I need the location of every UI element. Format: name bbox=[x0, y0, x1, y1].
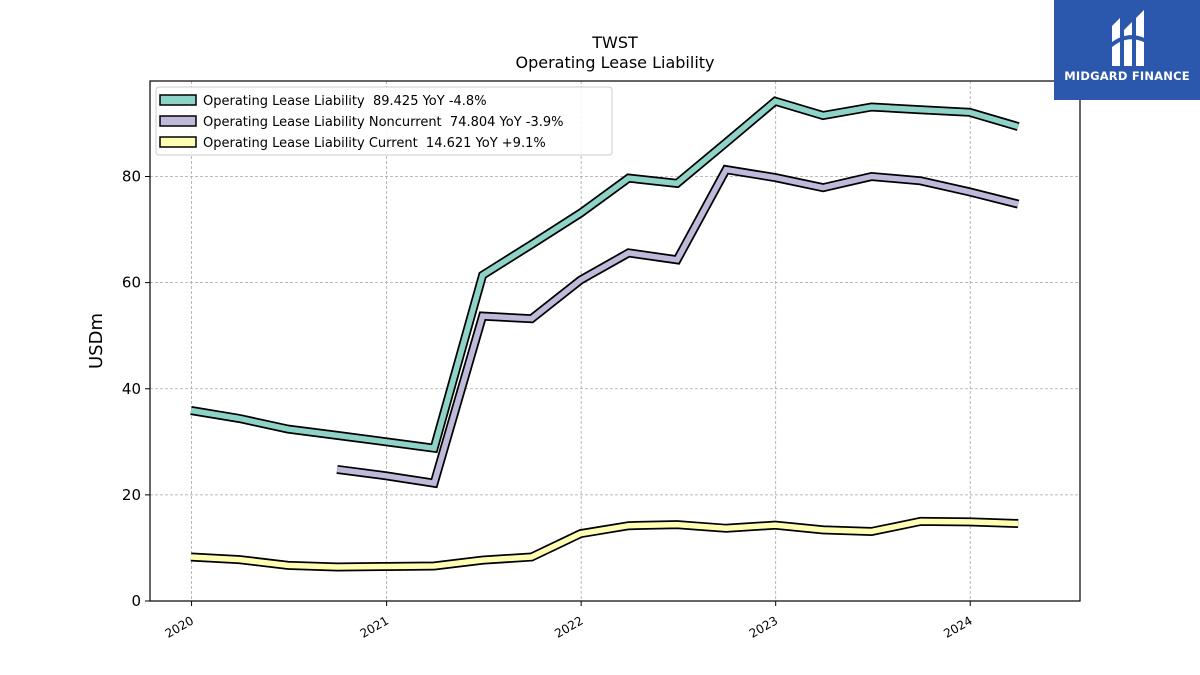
legend-label-2: Operating Lease Liability Noncurrent 74.… bbox=[203, 115, 564, 130]
chart-subtitle: Operating Lease Liability bbox=[515, 53, 714, 72]
legend-swatch-1 bbox=[159, 94, 197, 106]
y-tick-label: 0 bbox=[131, 592, 141, 610]
brand-logo: MIDGARD FINANCE bbox=[1054, 0, 1200, 100]
grid-lines bbox=[150, 81, 1080, 601]
logo-mark-icon bbox=[1106, 10, 1149, 66]
x-tick-label: 2024 bbox=[941, 613, 974, 640]
y-tick-label: 80 bbox=[122, 168, 141, 186]
x-tick-label: 2020 bbox=[163, 613, 196, 640]
x-tick-label: 2021 bbox=[358, 613, 391, 640]
y-axis-label: USDm bbox=[86, 313, 107, 369]
x-tick-label: 2023 bbox=[747, 613, 780, 640]
legend-swatch-3 bbox=[159, 136, 197, 148]
legend-label-1: Operating Lease Liability 89.425 YoY -4.… bbox=[203, 94, 487, 109]
series-layer bbox=[190, 96, 1020, 572]
plot-frame bbox=[149, 80, 1081, 602]
x-tick-label: 2022 bbox=[552, 613, 585, 640]
logo-text: MIDGARD FINANCE bbox=[1064, 69, 1190, 83]
chart-title: TWST bbox=[591, 33, 638, 52]
y-tick-label: 40 bbox=[122, 380, 141, 398]
legend-box bbox=[155, 86, 613, 156]
series-line-1 bbox=[190, 98, 1019, 452]
x-axis: 2020 2021 2022 2023 2024 bbox=[163, 601, 975, 641]
legend-label-3: Operating Lease Liability Current 14.621… bbox=[203, 136, 546, 151]
legend-swatch-2 bbox=[159, 115, 197, 127]
y-tick-label: 60 bbox=[122, 274, 141, 292]
y-axis: 0 20 40 60 80 bbox=[122, 168, 150, 610]
series-line-3 bbox=[190, 518, 1019, 570]
series-line-2 bbox=[336, 166, 1019, 487]
legend: Operating Lease Liability 89.425 YoY -4.… bbox=[155, 86, 613, 156]
y-tick-label: 20 bbox=[122, 486, 141, 504]
